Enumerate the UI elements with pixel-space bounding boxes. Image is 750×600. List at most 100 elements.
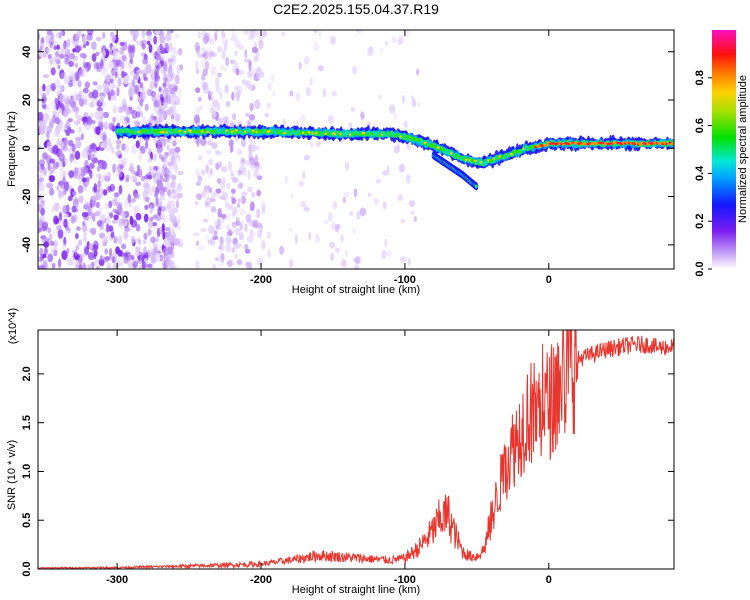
noise-speckle <box>231 221 237 228</box>
spectrogram-data <box>38 30 674 269</box>
noise-speckle <box>143 77 149 82</box>
noise-speckle <box>244 248 251 254</box>
noise-speckle <box>207 140 213 146</box>
noise-speckle <box>82 236 88 242</box>
noise-speckle <box>76 226 81 231</box>
noise-speckle <box>397 39 403 45</box>
noise-speckle <box>38 86 44 96</box>
ridge-core <box>217 129 221 132</box>
noise-speckle <box>152 214 158 220</box>
noise-speckle <box>247 83 254 90</box>
noise-speckle <box>106 262 112 269</box>
noise-speckle <box>195 168 200 177</box>
noise-speckle <box>343 191 350 197</box>
noise-speckle <box>216 84 221 95</box>
noise-speckle <box>135 111 141 118</box>
noise-speckle <box>133 205 140 213</box>
noise-speckle <box>253 220 260 229</box>
ridge-core <box>528 147 532 150</box>
noise-speckle <box>399 256 407 262</box>
snr-ylabel: SNR (10 * v/v) <box>6 440 18 510</box>
noise-speckle <box>153 72 159 81</box>
x-tick-label: -300 <box>106 274 128 286</box>
noise-speckle <box>162 72 168 82</box>
noise-speckle <box>244 223 248 233</box>
noise-speckle <box>304 56 310 66</box>
noise-speckle <box>197 31 202 40</box>
snr-line <box>38 330 674 569</box>
noise-speckle <box>158 106 165 114</box>
noise-speckle <box>256 175 263 181</box>
noise-speckle <box>117 77 122 87</box>
noise-speckle <box>63 230 70 235</box>
noise-speckle <box>124 198 128 208</box>
ridge-core <box>414 138 418 141</box>
noise-speckle <box>142 57 149 65</box>
noise-speckle <box>211 52 218 58</box>
noise-speckle <box>113 236 118 244</box>
noise-speckle <box>43 241 50 248</box>
noise-speckle <box>266 102 271 109</box>
noise-speckle <box>167 59 173 66</box>
noise-speckle <box>161 215 168 224</box>
noise-speckle <box>163 238 169 247</box>
noise-speckle <box>137 239 142 245</box>
noise-speckle <box>201 31 208 37</box>
noise-speckle <box>303 206 310 212</box>
noise-speckle <box>210 192 216 200</box>
noise-speckle <box>232 237 238 245</box>
noise-speckle <box>166 254 170 265</box>
noise-speckle <box>49 233 53 239</box>
y-tick-label: 0.0 <box>21 561 33 576</box>
noise-speckle <box>260 240 266 250</box>
noise-speckle <box>168 147 173 155</box>
noise-speckle <box>73 120 81 126</box>
noise-speckle <box>39 256 44 263</box>
noise-speckle <box>153 246 157 256</box>
noise-speckle <box>193 232 200 237</box>
noise-speckle <box>205 235 210 242</box>
noise-speckle <box>112 104 118 114</box>
noise-speckle <box>107 91 112 101</box>
noise-speckle <box>350 106 356 112</box>
noise-speckle <box>129 215 134 225</box>
noise-speckle <box>122 120 128 128</box>
noise-speckle <box>78 256 83 265</box>
noise-speckle <box>196 193 202 201</box>
noise-speckle <box>334 223 341 229</box>
noise-speckle <box>60 30 66 37</box>
noise-speckle <box>177 48 183 56</box>
noise-speckle <box>115 139 122 145</box>
noise-speckle <box>96 84 103 92</box>
noise-speckle <box>143 232 148 240</box>
noise-speckle <box>38 227 42 233</box>
noise-speckle <box>134 30 140 38</box>
noise-speckle <box>41 199 46 204</box>
noise-speckle <box>169 164 176 170</box>
noise-speckle <box>74 167 79 176</box>
noise-speckle <box>57 229 64 239</box>
noise-speckle <box>330 222 337 230</box>
noise-speckle <box>249 228 253 237</box>
noise-speckle <box>231 91 235 101</box>
noise-speckle <box>170 242 175 251</box>
noise-speckle <box>43 96 47 102</box>
noise-speckle <box>373 198 379 205</box>
noise-speckle <box>168 106 174 114</box>
noise-speckle <box>164 104 168 110</box>
noise-speckle <box>143 213 149 223</box>
noise-speckle <box>256 229 263 239</box>
noise-speckle <box>195 240 200 247</box>
noise-speckle <box>57 258 62 268</box>
noise-speckle <box>251 46 258 54</box>
noise-speckle <box>51 205 55 214</box>
noise-speckle <box>235 220 241 226</box>
x-tick-label: -100 <box>394 274 416 286</box>
noise-speckle <box>66 96 70 107</box>
noise-speckle <box>231 247 236 254</box>
noise-speckle <box>162 260 168 269</box>
noise-speckle <box>410 210 415 216</box>
noise-speckle <box>230 170 234 177</box>
noise-speckle <box>167 198 171 208</box>
